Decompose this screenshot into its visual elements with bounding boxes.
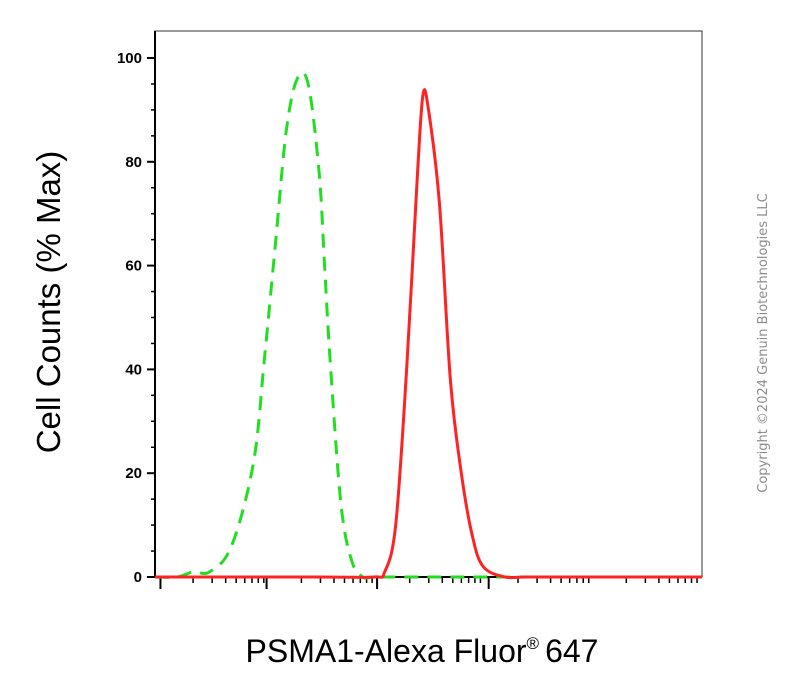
y-tick-label: 60 [125,258,142,275]
x-axis-title-main: PSMA1-Alexa Fluor [246,633,527,669]
y-tick-label: 0 [134,569,142,586]
copyright-text: Copyright ©2024 Genuin Biotechnologies L… [756,193,771,492]
x-axis-title: PSMA1-Alexa Fluor® 647 [246,633,599,669]
y-axis-title: Cell Counts (% Max) [30,151,67,454]
y-tick-label: 40 [125,361,142,378]
x-axis-title-suffix: 647 [545,633,598,669]
x-ticks [159,577,698,589]
control-histogram-line [154,71,702,580]
y-tick-label: 80 [125,154,142,171]
sample-histogram-line [155,88,702,580]
y-tick-label: 100 [117,50,142,67]
series-layer [154,71,702,580]
y-tick-label: 20 [125,465,142,482]
y-ticks: 0 20 40 60 80 100 [117,50,155,586]
x-axis-title-registered: ® [527,634,540,653]
